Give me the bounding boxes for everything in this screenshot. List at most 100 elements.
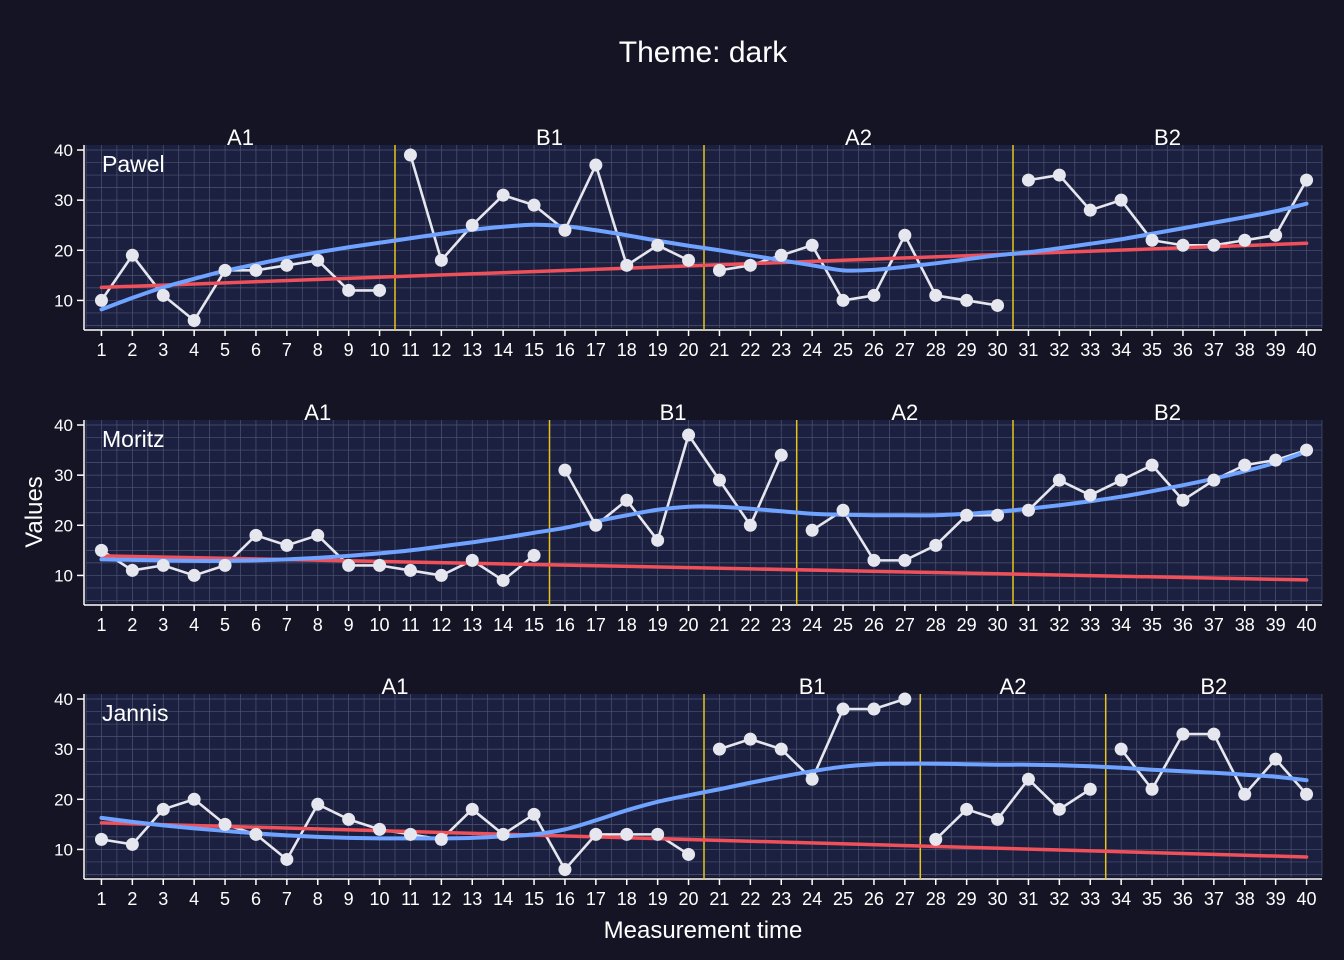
y-axis-label: Values	[21, 476, 48, 548]
x-tick-label: 9	[344, 889, 354, 909]
data-point	[743, 518, 757, 532]
x-tick-label: 11	[401, 615, 420, 635]
data-point	[187, 313, 201, 327]
phase-label: B1	[660, 400, 687, 425]
x-tick-label: 14	[493, 889, 513, 909]
data-point	[991, 298, 1005, 312]
data-point	[218, 263, 232, 277]
data-point	[1052, 802, 1066, 816]
x-tick-label: 21	[709, 615, 729, 635]
data-point	[249, 528, 263, 542]
data-point	[743, 258, 757, 272]
data-point	[373, 822, 387, 836]
data-point	[682, 253, 696, 267]
data-point	[156, 558, 170, 572]
x-tick-label: 23	[771, 615, 791, 635]
x-tick-label: 20	[679, 340, 699, 360]
data-point	[620, 493, 634, 507]
smooth-line	[99, 761, 1309, 841]
x-tick-label: 36	[1173, 615, 1193, 635]
x-tick-label: 12	[431, 340, 451, 360]
data-point	[187, 792, 201, 806]
data-point	[774, 448, 788, 462]
y-tick-label: 10	[54, 566, 73, 585]
x-tick-label: 13	[462, 615, 482, 635]
data-point	[1207, 238, 1221, 252]
y-tick-label: 30	[54, 466, 73, 485]
x-tick-label: 22	[740, 889, 760, 909]
x-tick-label: 4	[189, 340, 199, 360]
data-point	[558, 223, 572, 237]
data-point	[218, 558, 232, 572]
data-point	[156, 802, 170, 816]
data-point	[1207, 473, 1221, 487]
x-tick-label: 27	[895, 889, 915, 909]
data-point	[1083, 488, 1097, 502]
data-point	[496, 188, 510, 202]
x-tick-label: 7	[282, 615, 292, 635]
x-tick-label: 33	[1080, 615, 1100, 635]
x-tick-label: 13	[462, 340, 482, 360]
data-point	[867, 702, 881, 716]
data-point	[589, 158, 603, 172]
data-point	[1114, 193, 1128, 207]
data-point	[1176, 727, 1190, 741]
x-tick-label: 18	[617, 615, 637, 635]
data-point	[342, 812, 356, 826]
x-tick-label: 32	[1049, 340, 1069, 360]
data-point	[991, 508, 1005, 522]
data-point	[743, 732, 757, 746]
data-point	[187, 568, 201, 582]
x-tick-label: 4	[189, 889, 199, 909]
data-point	[1300, 787, 1314, 801]
x-tick-label: 7	[282, 340, 292, 360]
data-point	[589, 827, 603, 841]
case-label: Jannis	[102, 700, 168, 726]
data-line	[100, 254, 380, 322]
data-point	[125, 563, 139, 577]
x-tick-label: 24	[802, 615, 822, 635]
x-tick-label: 18	[617, 889, 637, 909]
x-tick-label: 32	[1049, 889, 1069, 909]
data-point	[311, 253, 325, 267]
x-tick-label: 39	[1266, 615, 1286, 635]
x-tick-label: 12	[431, 615, 451, 635]
data-point	[929, 288, 943, 302]
y-tick-label: 20	[54, 241, 73, 260]
data-point	[403, 827, 417, 841]
data-point	[774, 248, 788, 262]
data-point	[1021, 173, 1035, 187]
data-point	[311, 528, 325, 542]
x-tick-label: 26	[864, 615, 884, 635]
x-tick-label: 40	[1297, 340, 1317, 360]
data-line	[719, 233, 998, 307]
x-tick-label: 39	[1266, 889, 1286, 909]
x-tick-label: 5	[220, 340, 230, 360]
data-point	[403, 148, 417, 162]
x-tick-label: 37	[1204, 615, 1224, 635]
data-point	[1083, 203, 1097, 217]
data-point	[1021, 772, 1035, 786]
x-tick-label: 15	[524, 889, 544, 909]
data-point	[249, 827, 263, 841]
smooth-line	[99, 201, 1309, 312]
data-point	[1021, 503, 1035, 517]
phase-label: B2	[1154, 400, 1181, 425]
data-point	[1300, 443, 1314, 457]
data-line	[1027, 448, 1307, 512]
x-tick-label: 31	[1018, 340, 1038, 360]
data-point	[651, 238, 665, 252]
x-tick-label: 25	[833, 615, 853, 635]
data-point	[1238, 458, 1252, 472]
x-tick-label: 8	[313, 889, 323, 909]
x-tick-label: 11	[401, 889, 420, 909]
x-tick-label: 15	[524, 340, 544, 360]
data-point	[898, 228, 912, 242]
x-tick-label: 9	[344, 340, 354, 360]
data-point	[342, 558, 356, 572]
x-tick-label: 6	[251, 340, 261, 360]
x-tick-label: 10	[370, 889, 390, 909]
data-point	[651, 533, 665, 547]
